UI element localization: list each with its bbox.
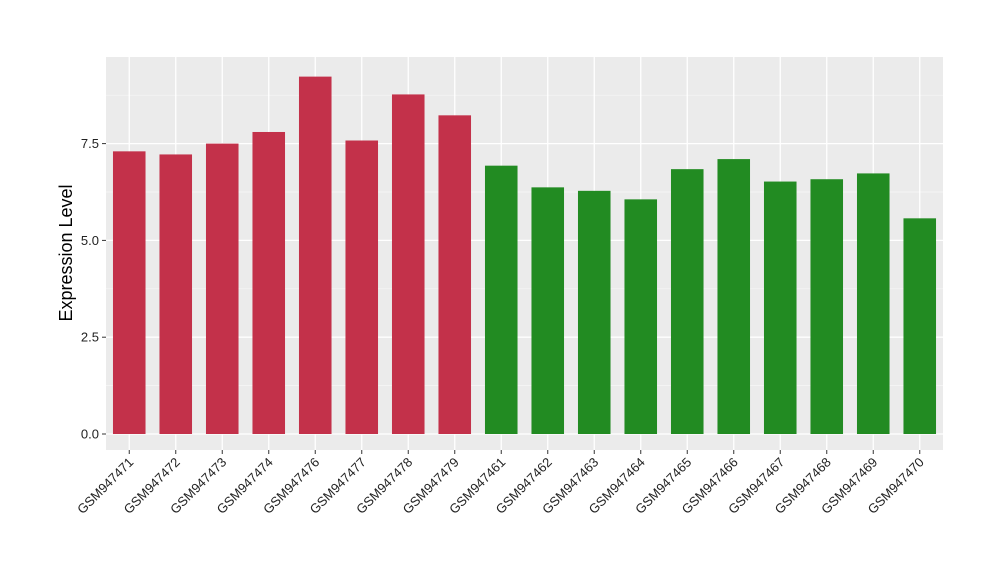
bar-GSM947467	[763, 181, 797, 434]
bar-GSM947477	[345, 140, 379, 435]
y-tick-label: 7.5	[81, 136, 99, 151]
bar-GSM947473	[205, 143, 239, 434]
bar-GSM947463	[577, 190, 611, 434]
bar-GSM947461	[484, 165, 518, 434]
bar-GSM947464	[624, 199, 658, 434]
bar-GSM947466	[717, 159, 751, 434]
minor-gridlines	[106, 94, 943, 386]
y-axis-title: Expression Level	[56, 184, 76, 321]
bar-GSM947474	[252, 131, 286, 434]
bar-GSM947462	[531, 187, 565, 434]
x-axis-ticks: GSM947471GSM947472GSM947473GSM947474GSM9…	[74, 450, 927, 517]
plot-panel	[106, 57, 943, 450]
bar-GSM947469	[856, 173, 890, 434]
y-axis-ticks: 0.0 2.5 5.0 7.5	[81, 136, 106, 442]
bar-GSM947479	[438, 115, 472, 434]
y-tick-label: 5.0	[81, 233, 99, 248]
y-tick-label: 2.5	[81, 330, 99, 345]
bar-GSM947468	[810, 179, 844, 434]
bar-GSM947472	[159, 154, 193, 435]
bars	[112, 76, 937, 435]
bar-GSM947465	[670, 169, 704, 434]
y-tick-label: 0.0	[81, 427, 99, 442]
bar-GSM947470	[903, 218, 937, 434]
bar-GSM947476	[298, 76, 332, 434]
bar-GSM947478	[391, 94, 425, 434]
bar-GSM947471	[112, 151, 146, 434]
